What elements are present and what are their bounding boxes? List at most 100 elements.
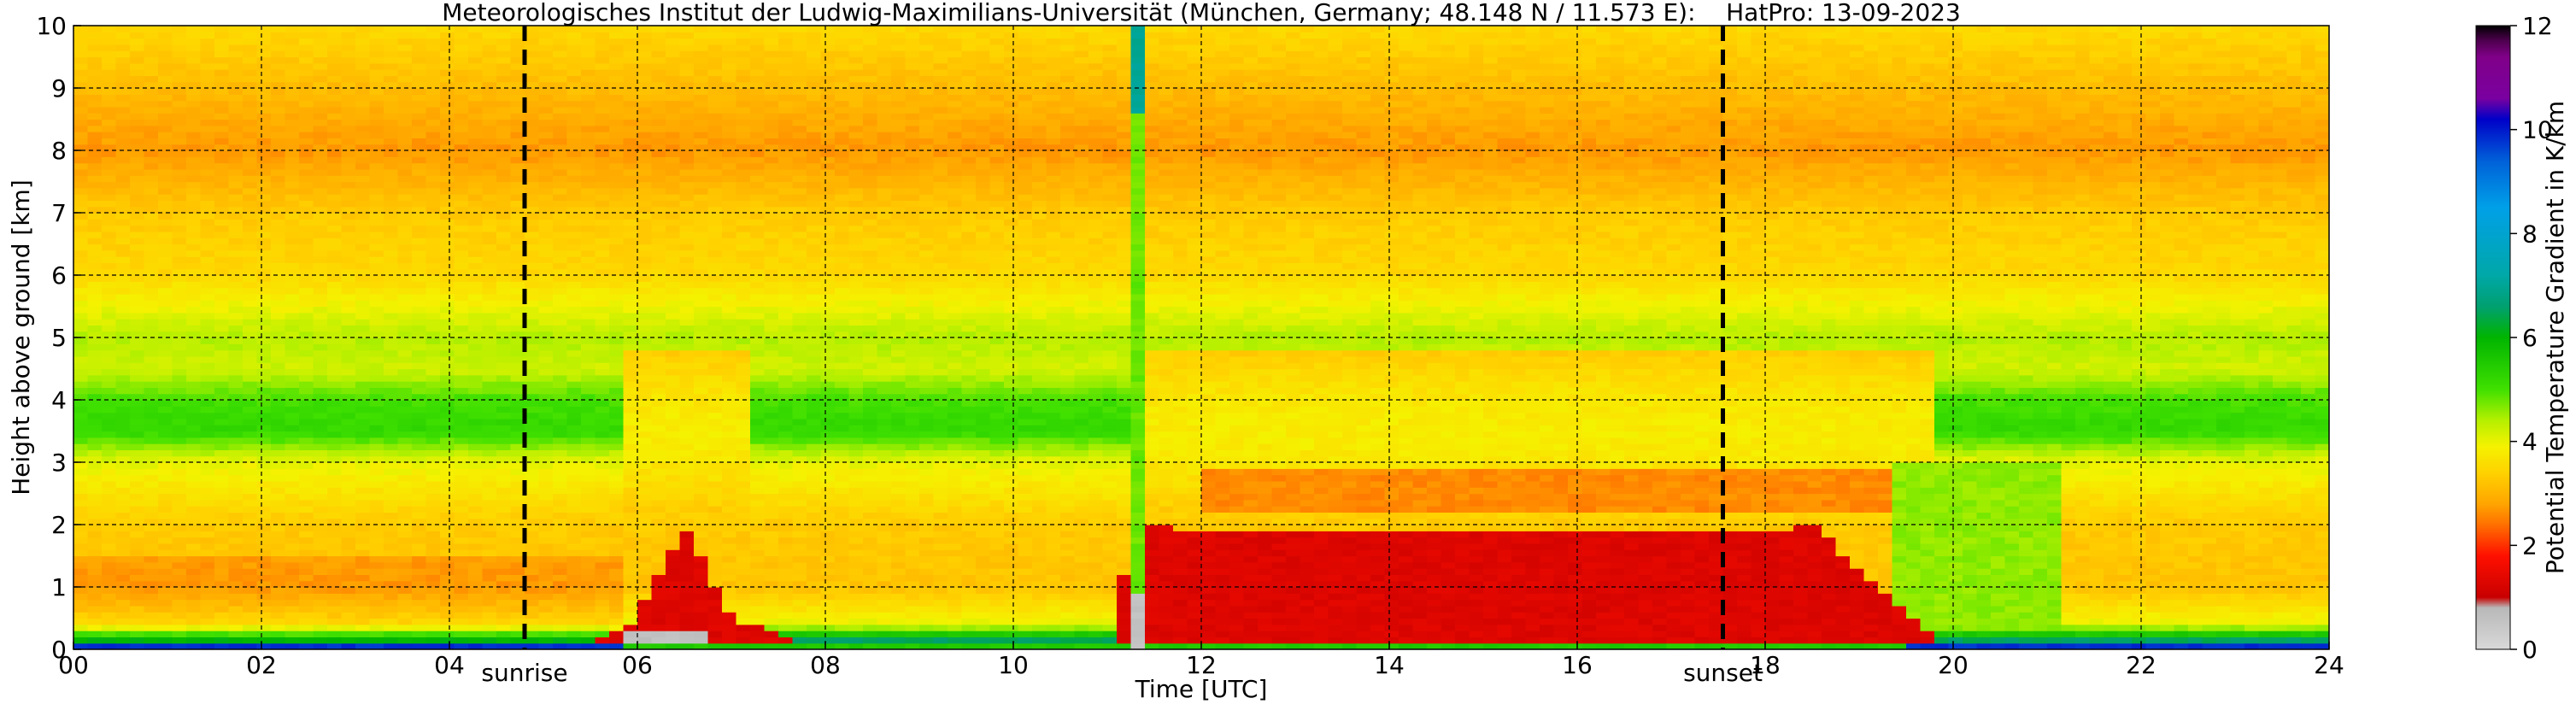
heatmap-cell: [412, 387, 427, 395]
heatmap-cell: [623, 474, 638, 482]
heatmap-cell: [707, 543, 723, 550]
heatmap-cell: [172, 343, 187, 351]
heatmap-cell: [595, 44, 610, 51]
heatmap-cell: [186, 412, 202, 419]
heatmap-cell: [496, 487, 512, 495]
heatmap-cell: [566, 162, 582, 170]
heatmap-cell: [482, 231, 497, 238]
heatmap-cell: [87, 580, 103, 588]
heatmap-cell: [243, 612, 258, 619]
heatmap-cell: [384, 612, 399, 619]
heatmap-cell: [369, 168, 384, 176]
heatmap-cell: [341, 150, 356, 157]
heatmap-cell: [581, 44, 596, 51]
heatmap-cell: [172, 262, 187, 270]
heatmap-cell: [200, 200, 215, 208]
heatmap-cell: [285, 425, 300, 432]
heatmap-cell: [228, 281, 244, 289]
heatmap-cell: [496, 281, 512, 289]
heatmap-cell: [651, 125, 666, 132]
heatmap-cell: [454, 293, 469, 301]
heatmap-cell: [200, 275, 215, 282]
heatmap-cell: [538, 287, 554, 295]
heatmap-cell: [525, 499, 540, 507]
heatmap-cell: [200, 425, 215, 432]
heatmap-cell: [214, 642, 230, 649]
heatmap-cell: [412, 587, 427, 594]
heatmap-cell: [87, 412, 103, 419]
heatmap-cell: [651, 213, 666, 220]
heatmap-cell: [384, 156, 399, 164]
heatmap-cell: [144, 81, 159, 89]
heatmap-cell: [679, 406, 695, 414]
heatmap-cell: [130, 637, 145, 644]
heatmap-cell: [637, 468, 653, 476]
heatmap-cell: [172, 624, 187, 631]
heatmap-cell: [722, 125, 737, 132]
heatmap-cell: [666, 425, 681, 432]
heatmap-cell: [228, 418, 244, 425]
heatmap-cell: [158, 132, 173, 138]
heatmap-cell: [130, 38, 145, 45]
heatmap-cell: [425, 132, 441, 138]
heatmap-cell: [609, 319, 625, 326]
heatmap-cell: [397, 612, 413, 619]
heatmap-cell: [285, 431, 300, 438]
heatmap-cell: [130, 94, 145, 102]
heatmap-cell: [651, 499, 666, 507]
heatmap-cell: [271, 225, 286, 232]
heatmap-cell: [158, 32, 173, 39]
heatmap-cell: [158, 69, 173, 76]
heatmap-cell: [510, 113, 525, 120]
heatmap-cell: [440, 38, 455, 45]
heatmap-cell: [144, 631, 159, 637]
heatmap-cell: [397, 393, 413, 401]
heatmap-cell: [369, 300, 384, 308]
heatmap-cell: [679, 599, 695, 607]
heatmap-cell: [130, 387, 145, 395]
heatmap-cell: [553, 537, 568, 544]
heatmap-cell: [228, 125, 244, 132]
heatmap-cell: [566, 262, 582, 270]
heatmap-cell: [722, 256, 737, 263]
heatmap-cell: [750, 462, 766, 469]
heatmap-cell: [566, 406, 582, 414]
heatmap-cell: [679, 306, 695, 314]
heatmap-cell: [313, 561, 328, 569]
heatmap-cell: [722, 162, 737, 170]
heatmap-cell: [538, 587, 554, 594]
heatmap-cell: [144, 268, 159, 276]
heatmap-cell: [694, 368, 709, 376]
heatmap-cell: [369, 393, 384, 401]
heatmap-cell: [313, 268, 328, 276]
heatmap-cell: [566, 525, 582, 531]
heatmap-cell: [609, 293, 625, 301]
heatmap-cell: [228, 631, 244, 637]
heatmap-cell: [525, 287, 540, 295]
heatmap-cell: [482, 32, 497, 39]
heatmap-cell: [637, 631, 653, 637]
heatmap-cell: [595, 194, 610, 201]
heatmap-cell: [750, 443, 766, 450]
heatmap-cell: [341, 168, 356, 176]
heatmap-cell: [355, 88, 371, 95]
heatmap-cell: [341, 455, 356, 463]
heatmap-cell: [553, 219, 568, 226]
heatmap-cell: [243, 243, 258, 251]
heatmap-cell: [228, 181, 244, 189]
heatmap-cell: [172, 100, 187, 108]
heatmap-cell: [158, 412, 173, 419]
heatmap-cell: [102, 225, 117, 232]
heatmap-cell: [553, 506, 568, 513]
heatmap-cell: [384, 144, 399, 151]
heatmap-cell: [581, 249, 596, 257]
heatmap-cell: [651, 431, 666, 438]
heatmap-cell: [694, 580, 709, 588]
heatmap-cell: [355, 44, 371, 51]
heatmap-cell: [256, 81, 272, 89]
heatmap-cell: [130, 412, 145, 419]
heatmap-cell: [271, 612, 286, 619]
heatmap-cell: [694, 132, 709, 138]
heatmap-cell: [581, 312, 596, 320]
heatmap-cell: [707, 580, 723, 588]
